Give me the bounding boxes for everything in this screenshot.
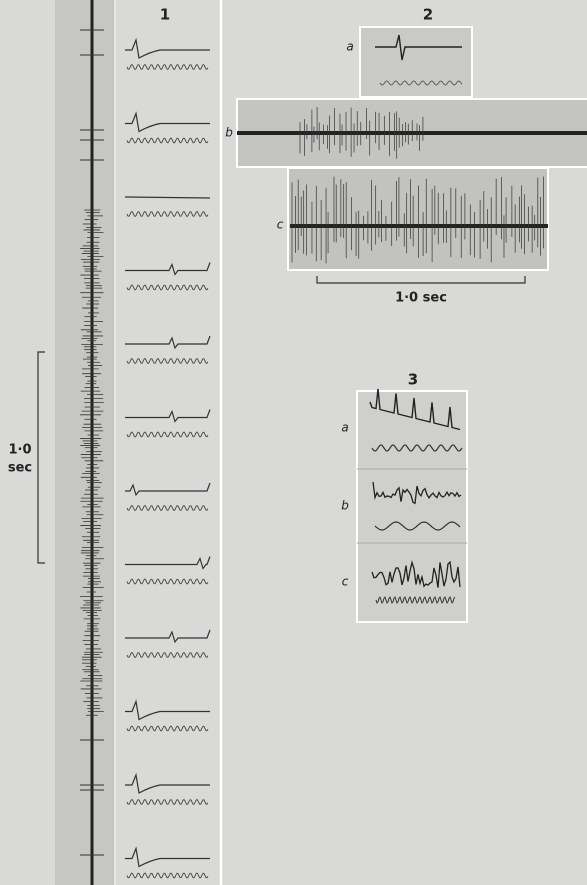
scale-label: sec [8, 461, 32, 476]
trace-label: c [342, 575, 349, 589]
trace-label: c [277, 218, 284, 232]
trace-label: b [341, 499, 349, 513]
trace-box [288, 168, 548, 270]
trace-box [360, 27, 472, 97]
trace-label: a [346, 40, 353, 54]
panel-label: 2 [423, 6, 433, 24]
scale-label: 1·0 [8, 443, 31, 458]
trace-label: a [341, 421, 348, 435]
strip-record [55, 0, 115, 885]
panel-label: 1 [160, 6, 170, 24]
panel-label: 3 [408, 371, 418, 389]
figure: 1 1·0 sec 2 a b c 1·0 sec 3 a b c [0, 0, 587, 885]
scale-label: 1·0 sec [395, 291, 447, 306]
trace-box [357, 391, 467, 622]
trace-label: b [225, 126, 233, 140]
